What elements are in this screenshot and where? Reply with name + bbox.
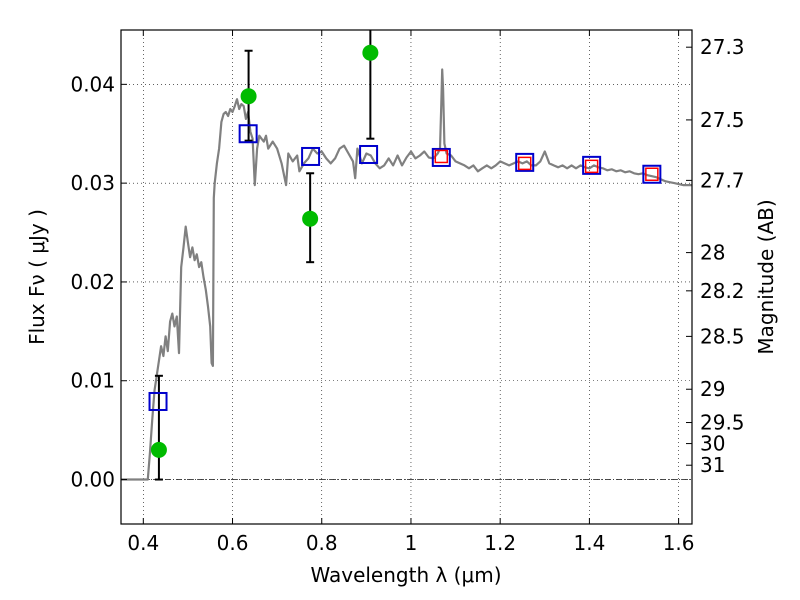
- model-photometry-square: [148, 391, 168, 411]
- right-tick-label: 29: [700, 377, 725, 401]
- x-tick-label: 0.8: [306, 531, 338, 555]
- y-axis-label: Flux Fν ( μJy ): [25, 209, 49, 345]
- right-tick-label: 27.7: [700, 168, 745, 192]
- sed-model-line: [121, 68, 692, 481]
- y-tick-label: 0.01: [70, 369, 115, 393]
- y-tick-label: 0.04: [70, 72, 115, 96]
- model-photometry-square: [582, 155, 602, 175]
- right-tick-label: 30: [700, 432, 725, 456]
- right-tick-label: 28.5: [700, 324, 745, 348]
- model-photometry-square: [301, 146, 321, 166]
- x-tick-label: 1: [405, 531, 418, 555]
- model-photometry-square: [642, 164, 662, 184]
- right-tick-label: 31: [700, 453, 725, 477]
- x-tick-label: 0.4: [127, 531, 159, 555]
- right-tick-label: 28.2: [700, 279, 745, 303]
- right-axis-label: Magnitude (AB): [754, 199, 778, 354]
- model-photometry-square: [431, 147, 451, 167]
- x-tick-label: 1.2: [484, 531, 516, 555]
- y-tick-label: 0.03: [70, 171, 115, 195]
- observed-flux-point: [240, 88, 257, 105]
- observed-flux-point: [302, 210, 319, 227]
- y-tick-label: 0.00: [70, 468, 115, 492]
- model-photometry-square: [515, 152, 535, 172]
- observed-flux-point: [362, 44, 379, 61]
- model-photometry-square: [238, 124, 258, 144]
- ticks: 0.4 0.6 0.8 1 1.2 1.4 1.6 0.00 0.01 0.02 0.03 0.04 2…: [70, 30, 745, 555]
- model-photometry-red-square: [584, 159, 599, 174]
- model-photometry-red-square: [434, 149, 449, 164]
- x-tick-label: 0.6: [217, 531, 249, 555]
- right-tick-label: 27.5: [700, 108, 745, 132]
- model-photometry-red-square: [517, 156, 532, 171]
- x-tick-label: 1.4: [573, 531, 605, 555]
- plot-area: [121, 30, 692, 481]
- model-photometry-square: [359, 144, 379, 164]
- right-tick-label: 29.5: [700, 411, 745, 435]
- model-photometry-red-square: [645, 167, 659, 181]
- x-axis-label: Wavelength λ (μm): [310, 563, 501, 587]
- plot-frame: [120, 29, 693, 525]
- x-tick-label: 1.6: [663, 531, 695, 555]
- right-tick-label: 28: [700, 241, 725, 265]
- observed-flux-point: [150, 441, 167, 458]
- y-tick-label: 0.02: [70, 270, 115, 294]
- right-tick-label: 27.3: [700, 35, 745, 59]
